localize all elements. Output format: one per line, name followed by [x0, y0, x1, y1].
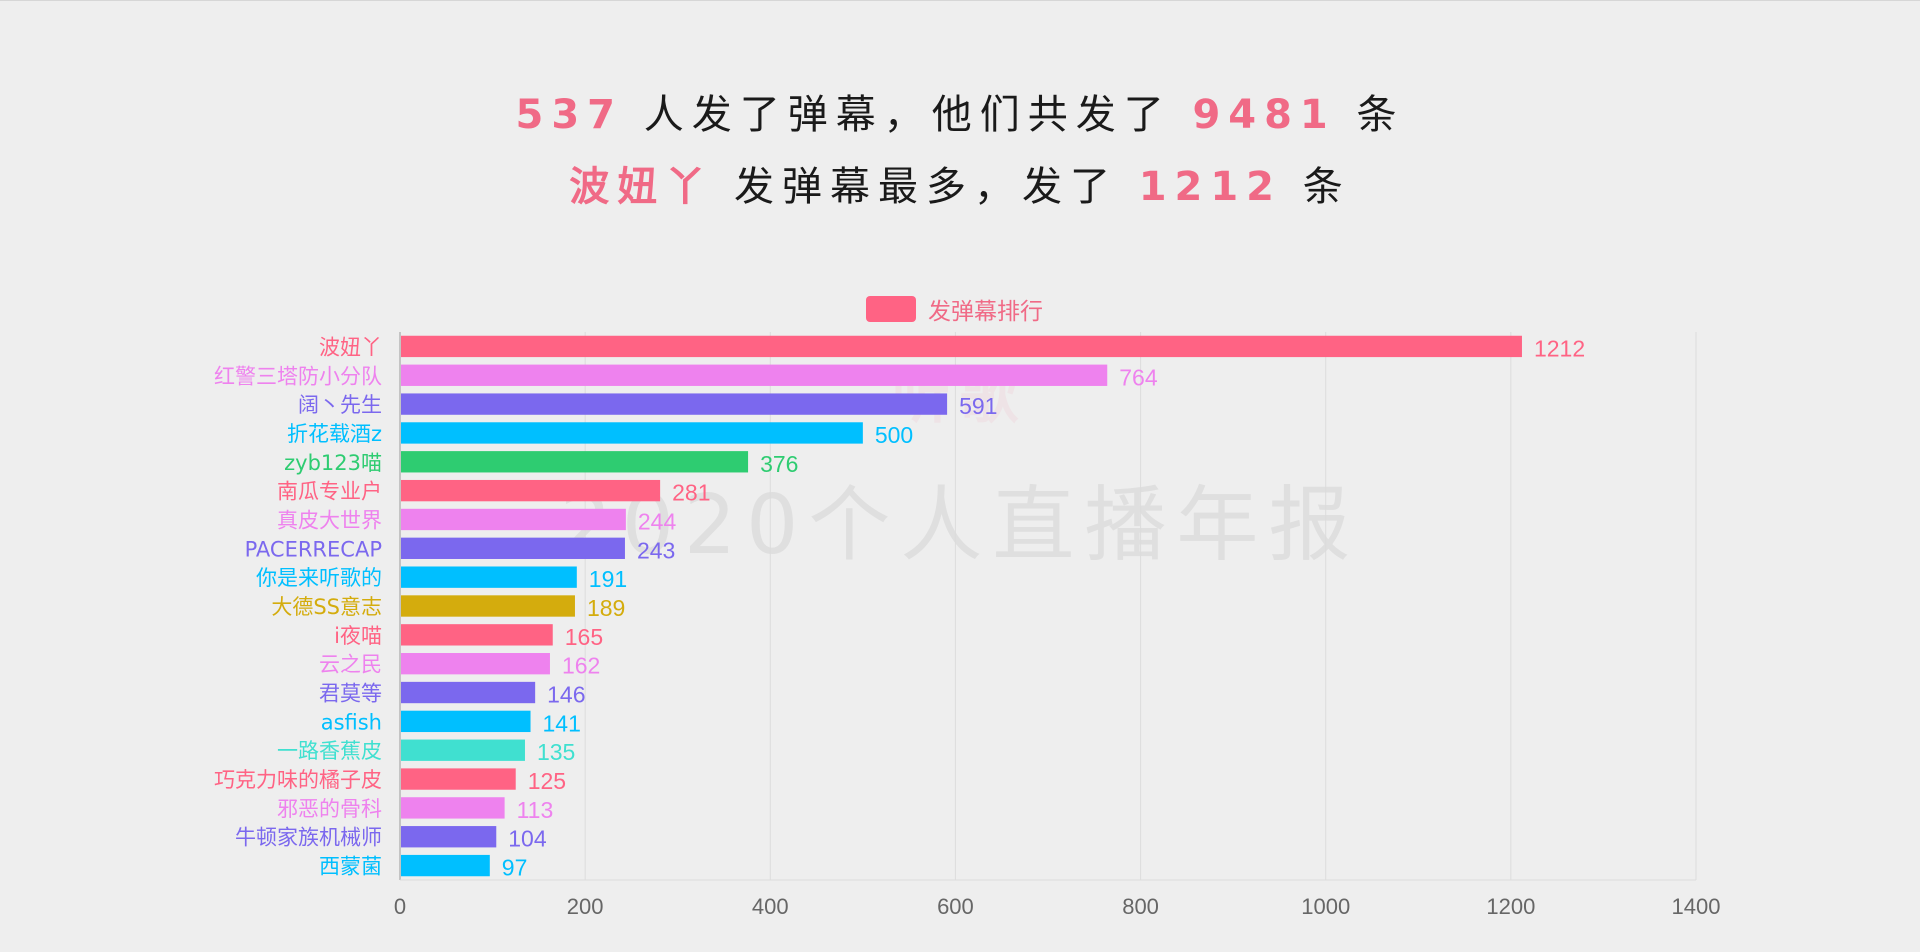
value-label: 764: [1119, 364, 1158, 390]
headline-1-text-b: 条: [1356, 92, 1405, 138]
bar: [401, 710, 531, 733]
category-label: 邪恶的骨科: [277, 797, 382, 821]
headline-1-text-a: 人发了弹幕，他们共发了: [643, 92, 1172, 138]
category-label: 牛顿家族机械师: [235, 826, 382, 850]
bar: [401, 739, 525, 761]
value-label: 243: [637, 537, 675, 563]
value-label: 97: [502, 855, 528, 881]
category-label: 南瓜专业户: [277, 480, 382, 504]
headline-2-text-b: 条: [1302, 164, 1351, 210]
people-count: 537: [515, 92, 623, 138]
bar: [401, 364, 1108, 386]
value-label: 376: [760, 451, 798, 477]
legend-label: 发弹幕排行: [928, 299, 1043, 325]
x-tick-label: 800: [1122, 894, 1159, 919]
total-danmaku-count: 9481: [1192, 92, 1336, 138]
legend-swatch: [866, 296, 916, 322]
category-label: 大德SS意志: [271, 595, 382, 619]
value-label: 244: [638, 508, 677, 534]
bar: [401, 566, 577, 588]
category-label: 真皮大世界: [277, 508, 382, 532]
category-label: 巧克力味的橘子皮: [214, 768, 382, 792]
x-tick-label: 0: [394, 894, 406, 919]
headline-line-2: 波妞丫 发弹幕最多，发了 1212 条: [0, 154, 1920, 212]
bar: [401, 537, 625, 559]
bar: [401, 479, 661, 502]
value-label: 165: [565, 624, 603, 650]
x-tick-label: 600: [937, 894, 974, 919]
value-label: 162: [562, 653, 600, 679]
bar: [401, 451, 749, 473]
value-label: 189: [587, 595, 625, 621]
category-label: i夜喵: [334, 624, 382, 648]
value-label: 135: [537, 739, 575, 765]
category-label: 君莫等: [319, 682, 382, 706]
top-divider: [0, 0, 1920, 1]
bar: [401, 422, 863, 444]
x-tick-label: 1400: [1672, 894, 1721, 919]
value-label: 104: [508, 826, 547, 852]
category-label: 云之民: [319, 653, 382, 677]
top-user-name: 波妞丫: [569, 164, 714, 210]
value-label: 500: [875, 422, 913, 448]
bar: [401, 595, 575, 617]
category-label: zyb123喵: [284, 451, 382, 475]
value-label: 1212: [1534, 335, 1585, 361]
category-label: asfish: [321, 710, 382, 734]
value-label: 141: [543, 710, 581, 736]
bar: [401, 768, 516, 790]
x-tick-label: 200: [567, 894, 604, 919]
headline-line-1: 537 人发了弹幕，他们共发了 9481 条: [0, 82, 1920, 140]
category-label: 你是来听歌的: [256, 566, 382, 590]
bar: [401, 624, 553, 646]
category-label: 一路香蕉皮: [277, 739, 382, 763]
category-label: 西蒙菌: [319, 855, 382, 879]
category-label: 红警三塔防小分队: [214, 364, 382, 388]
bar: [401, 653, 550, 675]
bar: [401, 826, 497, 848]
bar: [401, 508, 626, 531]
value-label: 281: [672, 480, 710, 506]
category-label: PACERRECAP: [245, 537, 382, 561]
category-label: 阔丶先生: [298, 393, 382, 417]
value-label: 146: [547, 682, 585, 708]
bar: [401, 681, 536, 704]
value-label: 191: [589, 566, 627, 592]
bar: [401, 335, 1522, 358]
top-user-count: 1212: [1138, 164, 1283, 210]
x-tick-label: 400: [752, 894, 789, 919]
bar: [401, 854, 490, 877]
headline-2-text-a: 发弹幕最多，发了: [733, 164, 1118, 210]
value-label: 113: [517, 797, 554, 823]
category-label: 波妞丫: [319, 335, 382, 359]
bar: [401, 797, 505, 819]
value-label: 125: [528, 768, 566, 794]
category-label: 折花载酒z: [287, 422, 382, 446]
value-label: 591: [959, 393, 997, 419]
bar: [401, 393, 948, 415]
x-tick-label: 1000: [1301, 894, 1350, 919]
x-tick-label: 1200: [1486, 894, 1535, 919]
chart-legend[interactable]: 发弹幕排行: [866, 292, 1043, 326]
